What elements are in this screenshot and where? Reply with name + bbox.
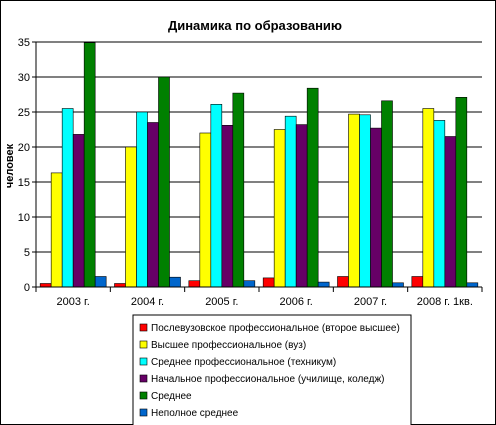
y-axis-label: человек: [4, 143, 16, 188]
bar: [455, 97, 468, 288]
legend: Послевузовское профессиональное (второе …: [132, 314, 412, 425]
bar: [359, 114, 371, 288]
bar: [232, 92, 245, 288]
legend-swatch: [139, 323, 148, 332]
bar: [114, 283, 126, 288]
bar: [433, 120, 446, 288]
y-tick-label: 35: [18, 37, 30, 49]
legend-label: Среднее профессиональное (техникум): [151, 356, 336, 368]
y-tick-label: 15: [18, 177, 30, 189]
bar: [61, 108, 74, 288]
legend-label: Неполное среднее: [151, 408, 239, 419]
gridlines: [36, 41, 482, 253]
bar: [169, 276, 181, 288]
bar: [125, 146, 137, 288]
x-tick-label: 2004 г.: [131, 296, 164, 308]
legend-label: Начальное профессиональное (училище, кол…: [151, 373, 384, 385]
bar: [147, 122, 159, 288]
bar: [273, 129, 286, 288]
chart-title: Динамика по образованию: [168, 18, 342, 33]
bar: [39, 283, 52, 288]
y-tick-label: 0: [24, 282, 30, 294]
bar: [94, 276, 107, 288]
bar: [72, 134, 85, 288]
x-tick-label: 2007 г.: [354, 296, 387, 308]
bar: [188, 280, 201, 288]
bar: [337, 276, 349, 288]
legend-swatch: [139, 408, 148, 417]
axes: [35, 42, 482, 288]
bar: [317, 281, 330, 288]
bar: [221, 125, 234, 288]
bar: [306, 87, 319, 288]
y-tick-label: 20: [18, 142, 30, 154]
bar: [381, 100, 393, 288]
y-tick-label: 10: [18, 212, 30, 224]
bar: [243, 280, 256, 288]
bar: [136, 111, 148, 288]
legend-label: Среднее: [151, 391, 192, 402]
y-tick-label: 5: [24, 247, 30, 259]
y-tick-label: 25: [18, 107, 30, 119]
y-axis-ticks: 0 5 10 15 20 25 30 35: [18, 37, 36, 294]
legend-label: Послевузовское профессиональное (второе …: [151, 322, 400, 334]
legend-swatch: [139, 374, 148, 383]
bar: [284, 115, 297, 288]
bar: [210, 104, 223, 288]
bar: [83, 42, 96, 288]
bar: [392, 282, 404, 288]
bar: [158, 76, 170, 288]
bar: [348, 113, 360, 288]
legend-swatch: [139, 340, 148, 349]
x-tick-label: 2008 г. 1кв.: [417, 296, 473, 308]
bar: [370, 127, 382, 288]
y-tick-label: 30: [18, 72, 30, 84]
x-axis-ticks: 2003 г. 2004 г. 2005 г. 2006 г. 2007 г. 2008 …: [35, 287, 483, 308]
x-tick-label: 2005 г.: [205, 296, 238, 308]
bars: [39, 42, 479, 288]
x-tick-label: 2006 г.: [280, 296, 313, 308]
legend-swatch: [139, 357, 148, 366]
bar: [466, 282, 479, 288]
x-tick-label: 2003 г.: [57, 296, 90, 308]
bar: [444, 136, 457, 288]
bar: [411, 276, 424, 288]
legend-label: Высшее профессиональное (вуз): [151, 339, 306, 351]
bar: [295, 124, 308, 288]
legend-swatch: [139, 391, 148, 400]
legend-box: [132, 314, 412, 425]
bar: [262, 277, 275, 288]
bar: [50, 172, 63, 288]
bar: [199, 132, 212, 288]
bar: [422, 108, 435, 288]
